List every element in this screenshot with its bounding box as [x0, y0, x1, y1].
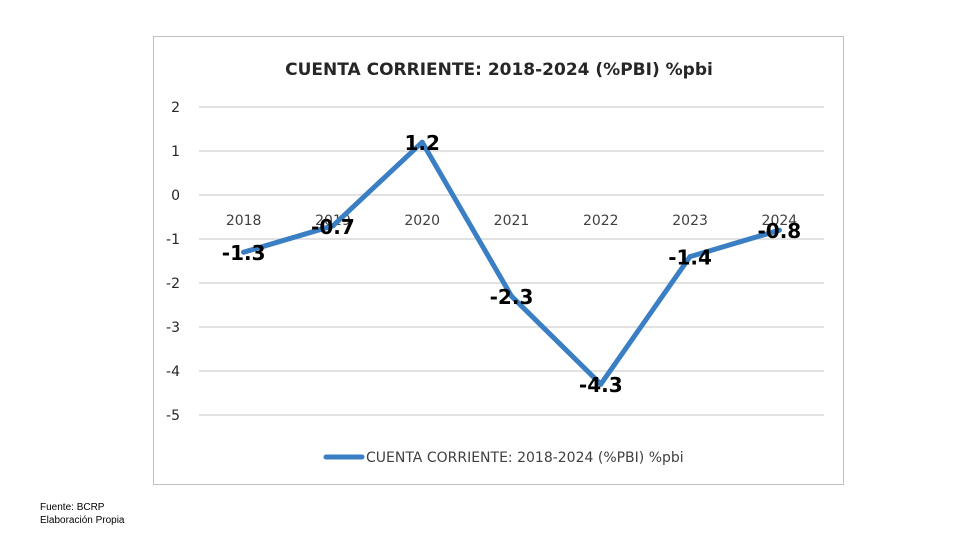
x-tick-label: 2018 — [226, 213, 262, 229]
x-tick-label: 2024 — [762, 213, 798, 229]
chart-title: CUENTA CORRIENTE: 2018-2024 (%PBI) %pbi — [285, 60, 713, 80]
data-label: -0.7 — [311, 215, 355, 239]
credit-note: Elaboración Propia — [40, 515, 125, 526]
y-tick-label: -1 — [166, 232, 180, 248]
data-point — [687, 254, 693, 260]
x-tick-label: 2023 — [672, 213, 708, 229]
data-label: -2.3 — [490, 285, 534, 309]
data-point — [241, 249, 247, 255]
data-label: -4.3 — [579, 373, 623, 397]
data-point — [330, 223, 336, 229]
y-tick-label: 1 — [171, 144, 180, 160]
data-label: -1.3 — [222, 241, 266, 265]
data-point — [776, 227, 782, 233]
data-point — [598, 381, 604, 387]
y-tick-label: -4 — [166, 364, 180, 380]
y-tick-label: 0 — [171, 188, 180, 204]
data-point — [509, 293, 514, 299]
legend: CUENTA CORRIENTE: 2018-2024 (%PBI) %pbi — [323, 450, 684, 466]
data-label: -1.4 — [668, 246, 712, 270]
legend-label: CUENTA CORRIENTE: 2018-2024 (%PBI) %pbi — [366, 450, 684, 466]
data-label: -0.8 — [757, 219, 801, 243]
line-chart: CUENTA CORRIENTE: 2018-2024 (%PBI) %pbi … — [166, 60, 824, 466]
x-tick-label: 2020 — [404, 213, 440, 229]
y-tick-label: 2 — [171, 100, 180, 116]
source-note: Fuente: BCRP — [40, 502, 105, 513]
y-tick-label: -5 — [166, 408, 180, 424]
x-tick-label: 2022 — [583, 213, 619, 229]
x-tick-label: 2021 — [494, 213, 530, 229]
chart-container: CUENTA CORRIENTE: 2018-2024 (%PBI) %pbi … — [153, 36, 844, 485]
y-tick-label: -3 — [166, 320, 180, 336]
data-point — [419, 139, 425, 145]
y-tick-label: -2 — [166, 276, 180, 292]
data-label: 1.2 — [404, 131, 439, 155]
